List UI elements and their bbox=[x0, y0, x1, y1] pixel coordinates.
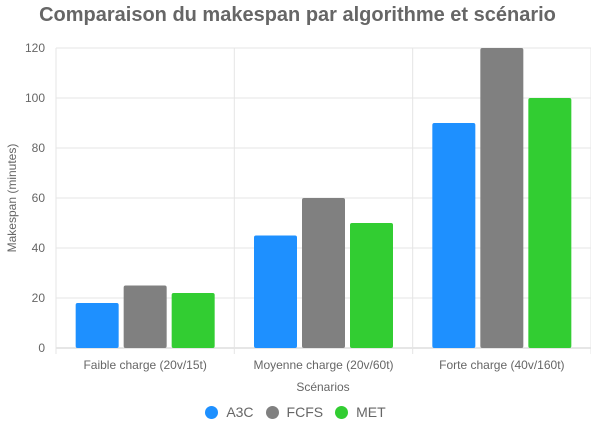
legend: A3C FCFS MET bbox=[0, 404, 591, 420]
legend-label: A3C bbox=[226, 404, 254, 420]
bars bbox=[75, 48, 572, 348]
y-tick-label: 0 bbox=[38, 341, 45, 355]
y-tick-label: 120 bbox=[25, 41, 45, 55]
bar-a3c bbox=[75, 303, 119, 348]
chart-title: Comparaison du makespan par algorithme e… bbox=[39, 4, 556, 26]
y-tick-label: 80 bbox=[32, 141, 46, 155]
legend-item-met[interactable]: MET bbox=[335, 404, 386, 420]
bar-fcfs bbox=[123, 285, 167, 348]
legend-swatch bbox=[335, 405, 349, 419]
bar-fcfs bbox=[302, 198, 345, 348]
y-tick-label: 100 bbox=[25, 91, 45, 105]
x-axis-ticks: Faible charge (20v/15t) Moyenne charge (2… bbox=[83, 358, 564, 372]
x-tick-label: Forte charge (40v/160t) bbox=[439, 358, 564, 372]
x-tick-label: Faible charge (20v/15t) bbox=[83, 358, 206, 372]
bar-a3c bbox=[432, 123, 476, 348]
bar-met bbox=[171, 293, 215, 348]
y-axis-ticks: 0 20 40 60 80 100 120 bbox=[25, 41, 45, 355]
y-axis-label: Makespan (minutes) bbox=[5, 144, 19, 253]
legend-item-fcfs[interactable]: FCFS bbox=[265, 404, 324, 420]
legend-swatch bbox=[205, 405, 219, 419]
y-tick-label: 20 bbox=[32, 291, 46, 305]
bar-a3c bbox=[254, 235, 297, 348]
legend-label: MET bbox=[356, 404, 386, 420]
bar-met bbox=[350, 223, 393, 348]
y-tick-label: 40 bbox=[32, 241, 46, 255]
legend-item-a3c[interactable]: A3C bbox=[205, 404, 254, 420]
x-axis-label: Scénarios bbox=[296, 380, 349, 394]
legend-swatch bbox=[265, 405, 279, 419]
x-tick-label: Moyenne charge (20v/60t) bbox=[253, 358, 393, 372]
y-tick-label: 60 bbox=[32, 191, 46, 205]
legend-label: FCFS bbox=[286, 404, 324, 420]
bar-met bbox=[528, 98, 572, 348]
bar-fcfs bbox=[480, 48, 524, 348]
